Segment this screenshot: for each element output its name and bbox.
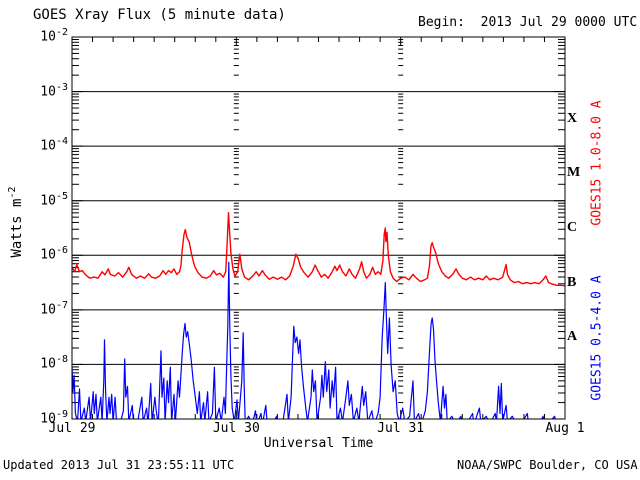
x-axis-label: Universal Time <box>263 436 374 451</box>
y-axis-label: Watts m-2 <box>7 186 25 258</box>
flare-class-m: M <box>567 165 581 181</box>
y-tick-label: 10-3 <box>40 81 68 99</box>
short-channel-line <box>72 261 556 419</box>
begin-timestamp: Begin: 2013 Jul 29 0000 UTC <box>418 15 638 30</box>
chart-title: GOES Xray Flux (5 minute data) <box>33 7 286 23</box>
flare-class-a: A <box>567 329 578 345</box>
x-tick-label: Jul 30 <box>212 421 260 436</box>
x-tick-label: Jul 31 <box>377 421 425 436</box>
y-tick-label: 10-2 <box>40 27 68 45</box>
y-tick-label: 10-8 <box>40 354 68 372</box>
y-tick-label: 10-9 <box>40 409 68 427</box>
flare-class-b: B <box>567 274 577 290</box>
y-tick-label: 10-5 <box>40 190 68 209</box>
flare-class-c: C <box>567 220 578 235</box>
y-tick-label: 10-4 <box>40 136 68 154</box>
source-attribution: NOAA/SWPC Boulder, CO USA <box>457 458 638 472</box>
decade-gridlines <box>72 91 565 365</box>
data-series <box>72 211 565 419</box>
flare-class-x: X <box>567 110 578 126</box>
plot-frame <box>71 36 566 420</box>
long-channel-line <box>72 211 565 287</box>
y-tick-label: 10-6 <box>40 245 68 263</box>
y-tick-label: 10-7 <box>40 299 68 318</box>
x-tick-label: Aug 1 <box>545 421 585 436</box>
long-channel-legend: GOES15 1.0-8.0 A <box>589 100 605 226</box>
updated-timestamp: Updated 2013 Jul 31 23:55:11 UTC <box>3 458 235 472</box>
short-channel-legend: GOES15 0.5-4.0 A <box>589 275 605 401</box>
axis-ticks <box>72 36 565 420</box>
x-tick-label: Jul 29 <box>48 421 96 436</box>
dashed-day-gridlines <box>233 38 404 404</box>
